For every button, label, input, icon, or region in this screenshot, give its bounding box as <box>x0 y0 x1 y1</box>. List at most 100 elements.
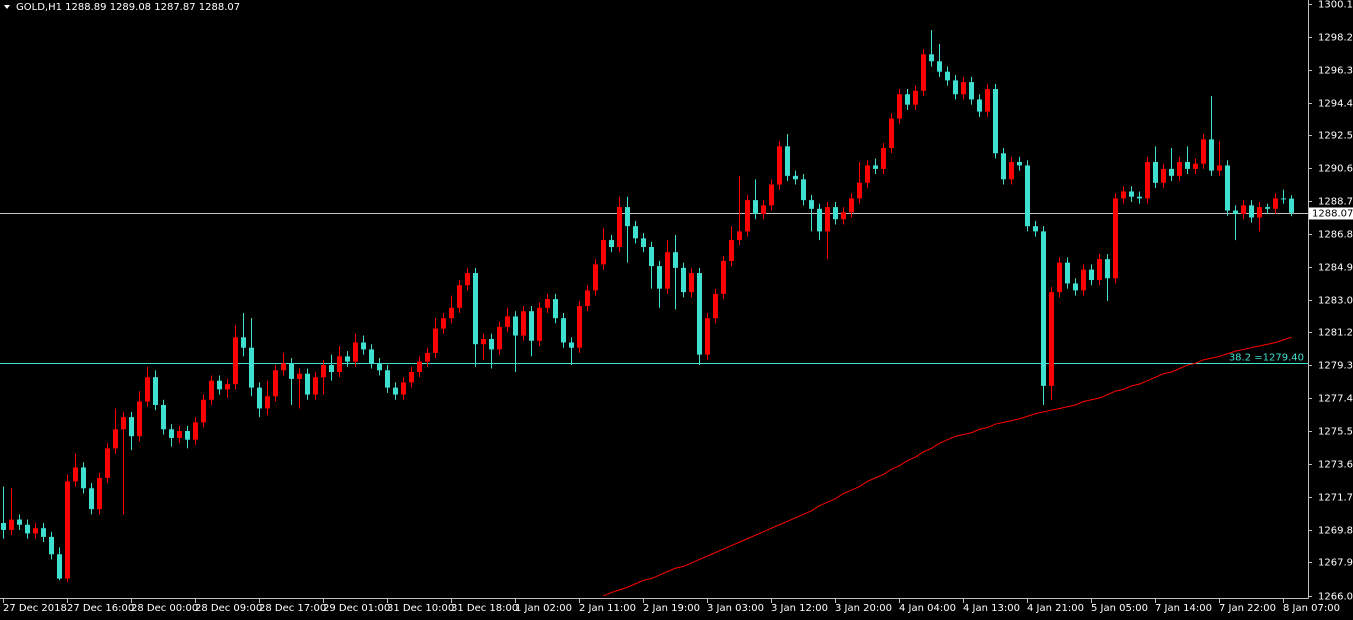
candle-body <box>873 165 878 169</box>
candle-body <box>113 429 118 449</box>
candle-body <box>689 273 694 293</box>
candle-body <box>857 182 862 199</box>
candle-body <box>153 377 158 405</box>
candle-body <box>289 363 294 379</box>
x-tick-label: 29 Dec 01:00 <box>323 603 390 614</box>
candle-body <box>1233 210 1238 215</box>
candle-body <box>417 361 422 372</box>
candle-body <box>625 207 630 227</box>
candle-body <box>1025 165 1030 227</box>
x-tick-label: 1 Jan 02:00 <box>515 603 572 614</box>
candle-body <box>777 146 782 185</box>
candle-body <box>361 342 366 350</box>
candle-body <box>985 89 990 112</box>
candle-body <box>865 165 870 183</box>
candle-body <box>593 264 598 291</box>
low: 1287.87 <box>154 2 195 13</box>
candle-body <box>1289 198 1294 213</box>
candle-body <box>369 349 374 364</box>
x-tick-label: 28 Dec 17:00 <box>259 603 326 614</box>
candle-body <box>281 363 286 371</box>
x-tick-label: 31 Dec 10:00 <box>387 603 454 614</box>
candle-body <box>233 337 238 385</box>
candle-body <box>809 200 814 209</box>
menu-icon[interactable] <box>4 5 10 9</box>
plot-area <box>0 30 1308 597</box>
price-label-box <box>1309 207 1353 220</box>
candle-body <box>673 252 678 268</box>
candle-body <box>33 528 38 534</box>
candle-body <box>833 207 838 220</box>
candle-body <box>1153 161 1158 183</box>
candle-body <box>545 299 550 308</box>
y-tick-label: 1284.95 <box>1318 263 1353 274</box>
y-tick-label: 1298.20 <box>1318 33 1353 44</box>
candle-body <box>249 347 254 388</box>
candle-body <box>73 467 78 482</box>
candle-body <box>953 80 958 95</box>
candle-body <box>1001 153 1006 180</box>
candle-body <box>1065 262 1070 284</box>
y-tick-label: 1266.00 <box>1318 592 1353 603</box>
y-tick-label: 1277.40 <box>1318 394 1353 405</box>
candle-body <box>161 404 166 430</box>
candle-body <box>505 316 510 327</box>
candle-body <box>1049 292 1054 386</box>
candle-body <box>769 184 774 206</box>
candle-body <box>17 519 22 525</box>
y-tick-label: 1273.60 <box>1318 460 1353 471</box>
candle-body <box>129 417 134 437</box>
candle-body <box>329 365 334 372</box>
candle-body <box>577 306 582 348</box>
y-tick-label: 1279.30 <box>1318 361 1353 372</box>
candle-body <box>9 519 14 530</box>
candle-body <box>465 273 470 286</box>
y-tick-label: 1269.80 <box>1318 526 1353 537</box>
candle-body <box>825 207 830 232</box>
candle-body <box>1265 207 1270 209</box>
symbol: GOLD,H1 <box>16 2 62 13</box>
candle-body <box>257 387 262 409</box>
candle-body <box>657 266 662 289</box>
candle-body <box>969 82 974 100</box>
candle-body <box>905 94 910 105</box>
candle-body <box>425 352 430 362</box>
candle-body <box>961 82 966 95</box>
candle-body <box>1129 191 1134 197</box>
x-tick-label: 27 Dec 2018 <box>3 603 67 614</box>
candle-body <box>1017 161 1022 166</box>
candle-body <box>897 94 902 119</box>
candle-body <box>737 231 742 241</box>
candle-body <box>1033 226 1038 232</box>
candle-body <box>1 523 6 530</box>
candle-body <box>473 273 478 345</box>
candle-body <box>569 342 574 348</box>
candle-body <box>1249 205 1254 218</box>
open: 1288.89 <box>65 2 106 13</box>
candle-body <box>849 198 854 213</box>
candle-body <box>521 311 526 336</box>
x-tick-label: 2 Jan 19:00 <box>643 603 700 614</box>
x-tick-label: 3 Jan 20:00 <box>835 603 892 614</box>
candle-body <box>1169 168 1174 176</box>
candle-body <box>57 554 62 579</box>
y-tick-label: 1271.70 <box>1318 493 1353 504</box>
y-tick-label: 1286.85 <box>1318 230 1353 241</box>
candle-body <box>977 99 982 112</box>
candle-body <box>585 290 590 307</box>
candle-body <box>481 339 486 345</box>
candle-body <box>185 431 190 440</box>
y-tick-label: 1296.30 <box>1318 66 1353 77</box>
x-tick-label: 28 Dec 00:00 <box>131 603 198 614</box>
candle-body <box>177 431 182 438</box>
candle-body <box>785 146 790 176</box>
y-tick-label: 1275.50 <box>1318 427 1353 438</box>
candle-body <box>513 316 518 336</box>
candle-body <box>697 273 702 355</box>
candle-body <box>273 370 278 397</box>
candle-body <box>81 467 86 489</box>
candle-body <box>489 339 494 350</box>
candle-body <box>1273 198 1278 209</box>
candle-body <box>393 387 398 395</box>
x-tick-label: 7 Jan 14:00 <box>1155 603 1212 614</box>
